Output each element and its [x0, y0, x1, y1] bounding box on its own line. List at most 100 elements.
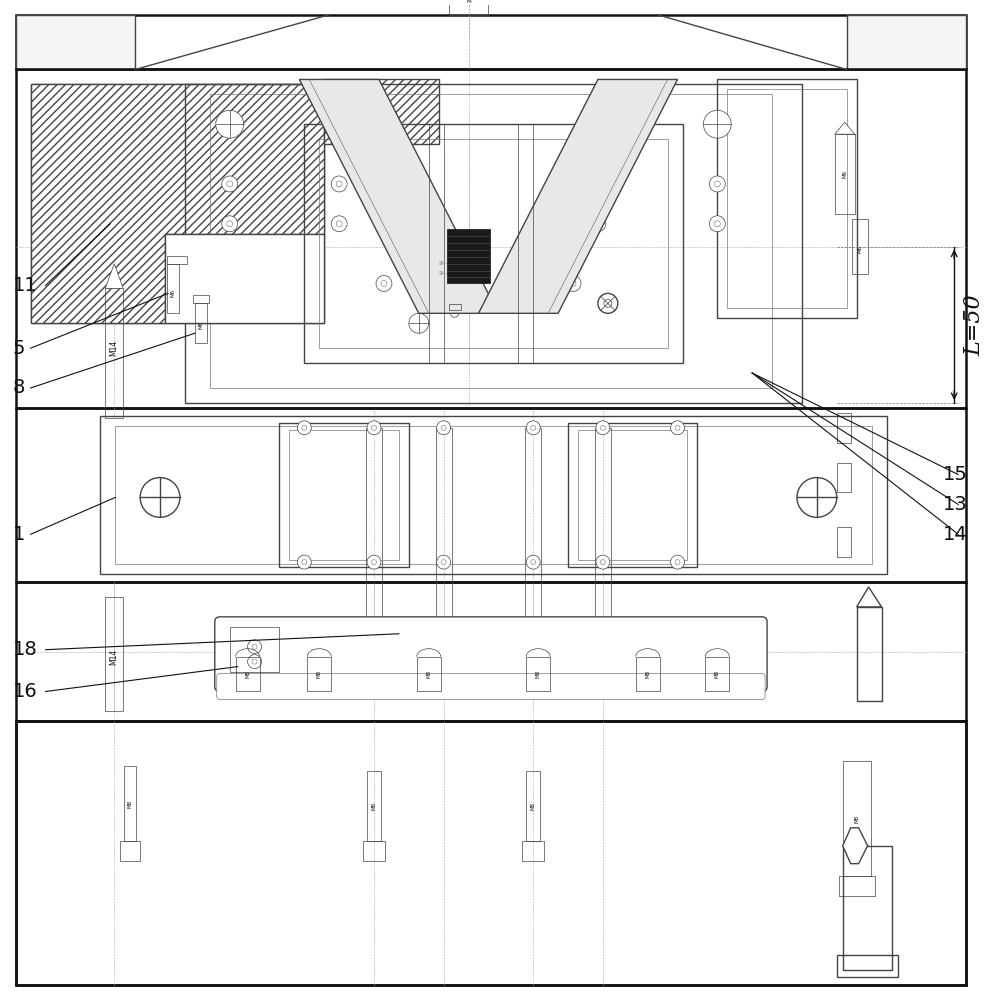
- Polygon shape: [843, 828, 868, 864]
- Polygon shape: [857, 587, 882, 607]
- Text: M8: M8: [427, 670, 431, 678]
- Circle shape: [376, 276, 392, 291]
- Bar: [446, 229, 491, 283]
- Circle shape: [596, 555, 610, 569]
- Circle shape: [436, 555, 450, 569]
- Circle shape: [703, 110, 731, 138]
- Text: M: M: [466, 0, 471, 4]
- Bar: [717, 79, 857, 318]
- Bar: [448, 304, 461, 310]
- Text: M6: M6: [170, 289, 175, 297]
- Circle shape: [531, 425, 536, 430]
- Bar: [16, 721, 966, 985]
- Text: L=50: L=50: [963, 294, 985, 356]
- Bar: [834, 134, 855, 214]
- Circle shape: [367, 555, 381, 569]
- Bar: [522, 841, 544, 861]
- Circle shape: [409, 313, 428, 333]
- Bar: [16, 15, 135, 69]
- Bar: [230, 627, 280, 672]
- Bar: [836, 955, 898, 977]
- Text: M8: M8: [715, 670, 720, 678]
- Circle shape: [140, 478, 180, 517]
- Bar: [324, 79, 438, 144]
- Polygon shape: [105, 264, 123, 288]
- Text: 1: 1: [13, 525, 25, 544]
- Circle shape: [714, 181, 720, 187]
- Circle shape: [252, 659, 257, 664]
- Polygon shape: [299, 79, 498, 313]
- Circle shape: [590, 216, 606, 232]
- Bar: [185, 84, 802, 403]
- Text: 13: 13: [944, 495, 968, 514]
- Bar: [857, 607, 882, 701]
- Circle shape: [598, 293, 618, 313]
- Bar: [727, 89, 847, 308]
- Text: 14: 14: [944, 525, 968, 544]
- FancyBboxPatch shape: [215, 617, 767, 691]
- Circle shape: [671, 421, 685, 435]
- Polygon shape: [834, 122, 855, 134]
- Polygon shape: [479, 79, 678, 313]
- Text: M8: M8: [245, 670, 250, 678]
- Circle shape: [367, 421, 381, 435]
- Text: M8: M8: [854, 815, 859, 823]
- Bar: [16, 408, 966, 582]
- Text: SM-1: SM-1: [438, 271, 451, 276]
- Circle shape: [227, 221, 232, 227]
- Bar: [578, 430, 688, 560]
- Circle shape: [216, 110, 243, 138]
- Bar: [568, 423, 697, 567]
- Bar: [105, 288, 123, 418]
- Circle shape: [526, 555, 540, 569]
- Circle shape: [436, 421, 450, 435]
- Bar: [319, 139, 668, 348]
- Circle shape: [709, 176, 725, 192]
- Circle shape: [601, 425, 606, 430]
- Text: 15: 15: [944, 465, 968, 484]
- Bar: [167, 256, 187, 264]
- Bar: [195, 303, 207, 343]
- Circle shape: [441, 425, 446, 430]
- Bar: [839, 876, 875, 896]
- Circle shape: [595, 181, 601, 187]
- Text: M8: M8: [128, 800, 133, 808]
- Circle shape: [222, 176, 237, 192]
- Circle shape: [450, 309, 459, 317]
- Circle shape: [371, 425, 376, 430]
- Circle shape: [797, 478, 836, 517]
- Bar: [16, 15, 966, 69]
- Text: M6: M6: [198, 321, 203, 329]
- Bar: [448, 0, 489, 15]
- Bar: [526, 771, 540, 841]
- Circle shape: [331, 216, 347, 232]
- Text: 16: 16: [13, 682, 37, 701]
- Bar: [366, 428, 382, 647]
- FancyBboxPatch shape: [217, 674, 765, 699]
- Bar: [120, 841, 140, 861]
- Text: 18: 18: [13, 640, 37, 659]
- Text: SM-10F: SM-10F: [438, 261, 457, 266]
- Text: M8: M8: [645, 670, 650, 678]
- Bar: [105, 597, 123, 711]
- Circle shape: [301, 425, 306, 430]
- Text: 11: 11: [13, 276, 37, 295]
- Bar: [280, 423, 409, 567]
- Bar: [836, 463, 851, 492]
- Circle shape: [331, 176, 347, 192]
- Circle shape: [301, 560, 306, 565]
- Circle shape: [297, 421, 311, 435]
- Bar: [843, 761, 871, 876]
- Bar: [836, 413, 851, 443]
- Circle shape: [247, 640, 262, 654]
- Bar: [193, 295, 209, 303]
- Bar: [843, 846, 892, 970]
- Circle shape: [675, 560, 680, 565]
- Bar: [100, 416, 887, 574]
- Text: M14: M14: [109, 649, 119, 665]
- Bar: [435, 428, 451, 647]
- Circle shape: [596, 421, 610, 435]
- Circle shape: [526, 421, 540, 435]
- Circle shape: [675, 425, 680, 430]
- Bar: [304, 124, 683, 363]
